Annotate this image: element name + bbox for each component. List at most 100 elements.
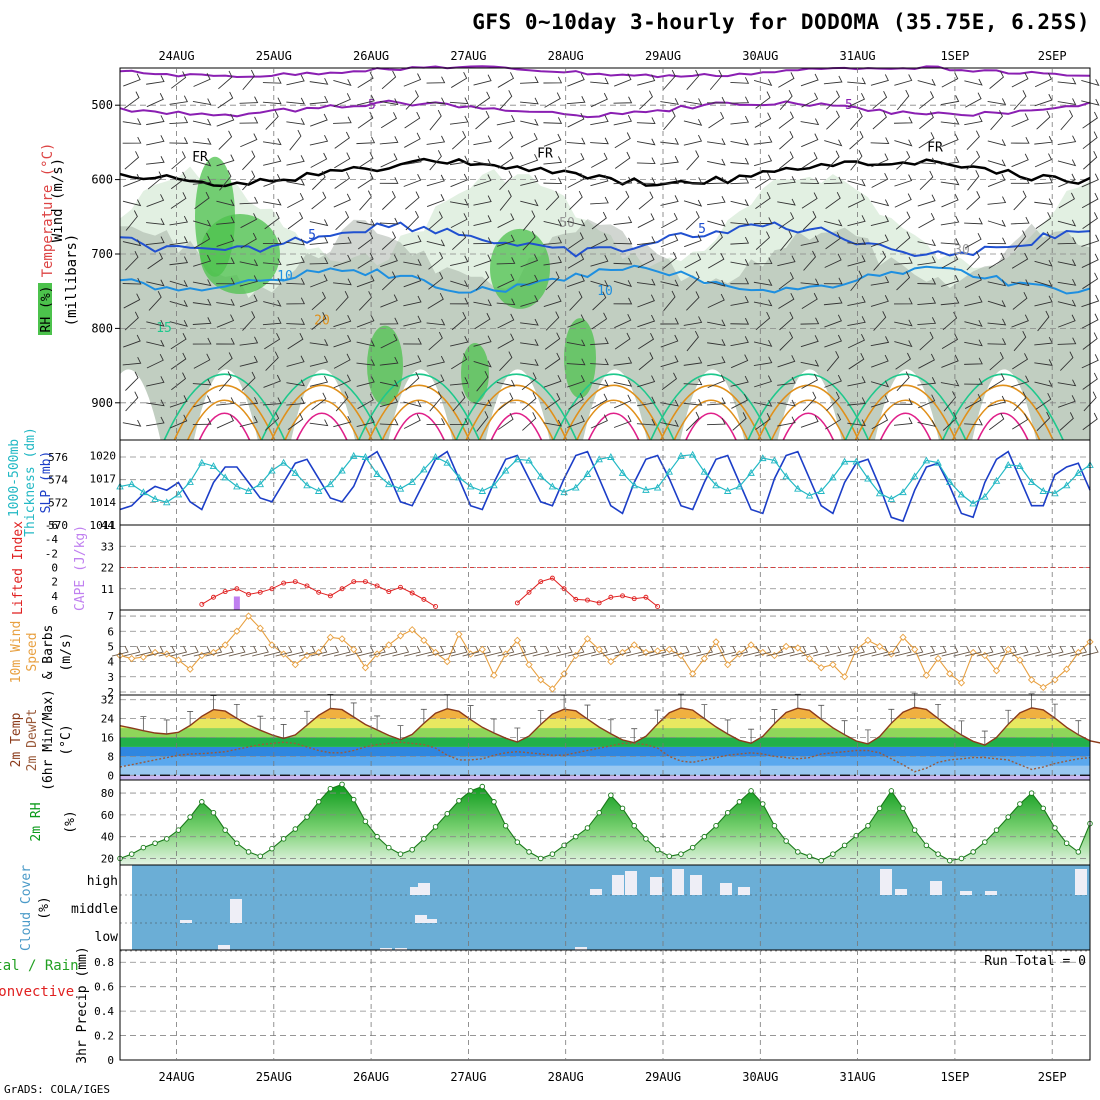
wind-speed-point	[478, 645, 486, 654]
wind-barb	[638, 352, 654, 371]
wind-speed-point	[946, 670, 954, 678]
wind-barb	[122, 419, 142, 427]
wind-barb	[286, 178, 305, 186]
wind-barb	[241, 371, 256, 391]
wind-barb	[498, 392, 514, 411]
thickness-point	[455, 473, 463, 481]
wind-barb	[309, 375, 329, 387]
wind-barb-10m	[941, 645, 959, 657]
wind-barb	[1034, 176, 1053, 185]
cloud-background	[132, 865, 1090, 950]
minmax-whisker	[327, 694, 334, 709]
minmax-whisker	[818, 704, 825, 720]
temp-color-band	[120, 709, 1090, 719]
wind-barb	[683, 177, 703, 184]
rh2m-point	[187, 814, 193, 820]
wind-barb	[192, 279, 212, 287]
wind-barb	[591, 393, 608, 410]
wind-barb	[216, 154, 235, 167]
wind-barb	[967, 170, 980, 191]
wind-barb	[1011, 314, 1029, 328]
wind-barb	[1057, 135, 1077, 146]
wind-barb	[545, 271, 560, 291]
wind-barb	[777, 255, 796, 267]
wind-barb	[590, 77, 609, 85]
wind-barb	[426, 97, 446, 105]
wind-barb	[170, 71, 187, 89]
wind-barb-10m	[626, 645, 643, 657]
surface-isotherm	[879, 412, 932, 441]
thickness-point	[630, 481, 638, 489]
wind-barb	[217, 91, 234, 109]
day-label-top: 26AUG	[353, 49, 389, 63]
wind-barb	[287, 193, 304, 208]
thickness-point	[875, 489, 884, 497]
rh2m-point	[362, 818, 369, 825]
cloud-bar-high	[960, 891, 972, 895]
minmax-whisker	[140, 716, 147, 731]
wind-barb	[801, 152, 818, 169]
lifted-tick-label: -4	[45, 533, 59, 546]
wind-barb	[987, 237, 1007, 245]
wind-barb	[964, 393, 982, 409]
isotherm-neg5	[119, 99, 1091, 119]
lifted-tick-label: 2	[51, 576, 58, 589]
wind-barb	[660, 195, 679, 206]
wind-barb	[1081, 234, 1100, 247]
lifted-index-point	[362, 579, 368, 585]
rh-shade-light	[120, 166, 1090, 440]
wind-barb	[895, 352, 912, 370]
wind-barb	[683, 134, 703, 146]
wind-barb	[311, 392, 327, 411]
wind-barb-10m	[766, 645, 784, 657]
day-label-bottom: 24AUG	[158, 1070, 194, 1084]
rh2m-point	[526, 849, 532, 855]
wind-speed-point	[1027, 676, 1036, 684]
wind-tick-label: 5	[107, 640, 114, 653]
wind-barb-10m	[555, 645, 573, 657]
wind-barb	[169, 395, 188, 408]
wind-barb	[591, 312, 608, 330]
wind-barb	[730, 317, 750, 325]
minmax-whisker	[794, 693, 801, 709]
precip-tick-label: 0	[107, 1054, 114, 1067]
wind-barb	[730, 199, 749, 207]
wind-barb	[146, 339, 165, 347]
thickness-point	[957, 490, 966, 498]
thickness-point	[712, 481, 720, 489]
surface-isotherm	[260, 373, 383, 441]
wind-barb	[613, 356, 633, 366]
thickness-point	[607, 453, 615, 460]
wind-speed-point	[1004, 645, 1012, 654]
wind-barb	[169, 280, 188, 287]
thickness-point	[209, 462, 218, 470]
wind-barb	[567, 73, 585, 87]
wind-barb	[847, 179, 866, 187]
wind-barb	[708, 252, 725, 269]
wind-barb	[309, 77, 329, 85]
rh2m-point	[631, 823, 637, 829]
wind-barb-10m	[824, 645, 842, 657]
wind-barb	[1058, 192, 1075, 209]
wind-barb	[1035, 212, 1052, 230]
surface-isotherm	[660, 384, 762, 441]
thickness-point	[677, 451, 685, 459]
wind-barb	[987, 279, 1007, 287]
wind-barb	[240, 232, 257, 249]
wind-barb	[192, 138, 212, 145]
minmax-whisker	[561, 694, 568, 710]
wind-barb	[124, 91, 140, 109]
lifted-index-point	[199, 601, 205, 607]
rh2m-point	[549, 851, 556, 857]
wind-barb-10m	[719, 645, 737, 657]
rh2m-point	[304, 814, 310, 820]
rh2m-point	[502, 823, 509, 829]
lifted-index-point	[246, 591, 252, 597]
wind-barb	[917, 79, 936, 86]
wind-barb-10m	[450, 645, 468, 657]
surface-isotherm	[844, 373, 967, 441]
wind-barb	[310, 152, 328, 168]
rh2m-point	[935, 851, 941, 857]
wind-barb	[543, 156, 563, 165]
wind-barb	[473, 135, 492, 146]
